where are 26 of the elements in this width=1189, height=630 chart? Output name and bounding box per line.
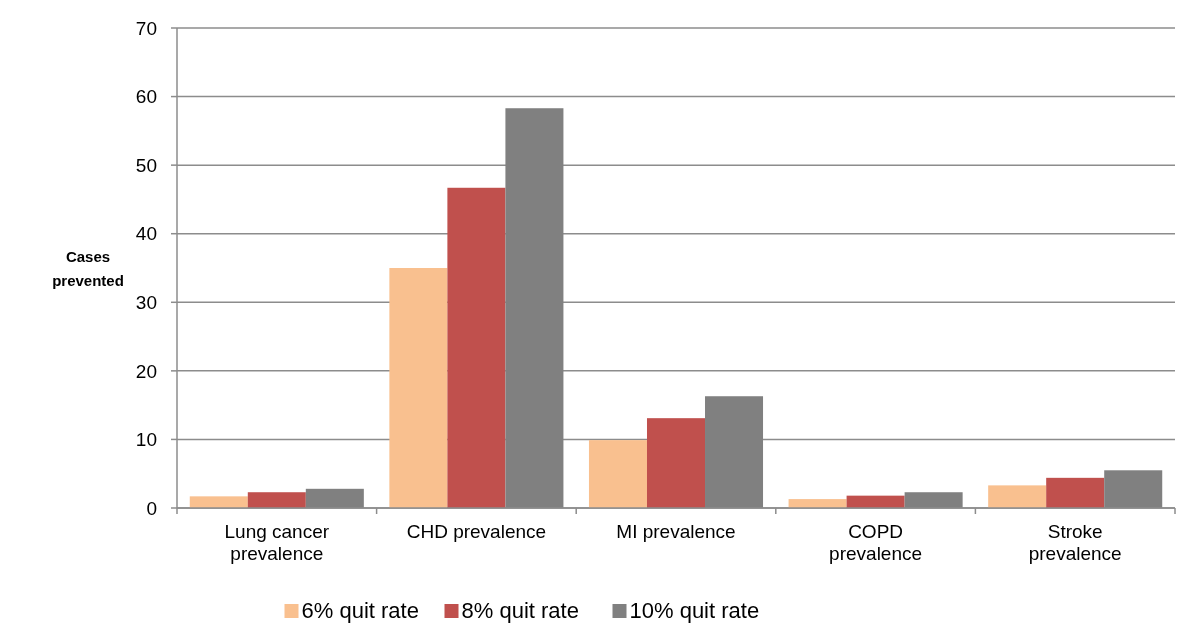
bar [447, 187, 506, 508]
y-tick-label: 20 [135, 360, 157, 382]
y-tick-label: 0 [146, 497, 157, 519]
x-tick-label: Lung cancer prevalence [224, 521, 330, 564]
y-tick-label: 70 [135, 17, 157, 39]
legend-label: 8% quit rate [461, 598, 579, 623]
y-tick-label: 30 [135, 291, 157, 313]
bar [646, 418, 706, 508]
y-tick-label: 40 [135, 223, 157, 245]
y-tick-label: 50 [135, 154, 157, 176]
x-tick-label: CHD prevalence [406, 521, 547, 542]
bar [1046, 477, 1105, 508]
x-tick-label: Stroke prevalence [1028, 521, 1122, 564]
y-tick-label: 10 [135, 429, 157, 451]
x-tick-label: MI prevalence [616, 521, 736, 542]
bar [189, 496, 248, 508]
y-tick-label: 60 [135, 86, 157, 108]
y-axis-title: Cases prevented [52, 248, 124, 289]
bar [788, 499, 847, 508]
bar [988, 485, 1047, 508]
legend-label: 6% quit rate [301, 598, 419, 623]
bar [389, 268, 448, 508]
legend-label: 10% quit rate [629, 598, 760, 623]
bar [588, 440, 647, 508]
bar [247, 492, 306, 508]
x-tick-label: COPD prevalence [829, 521, 923, 564]
